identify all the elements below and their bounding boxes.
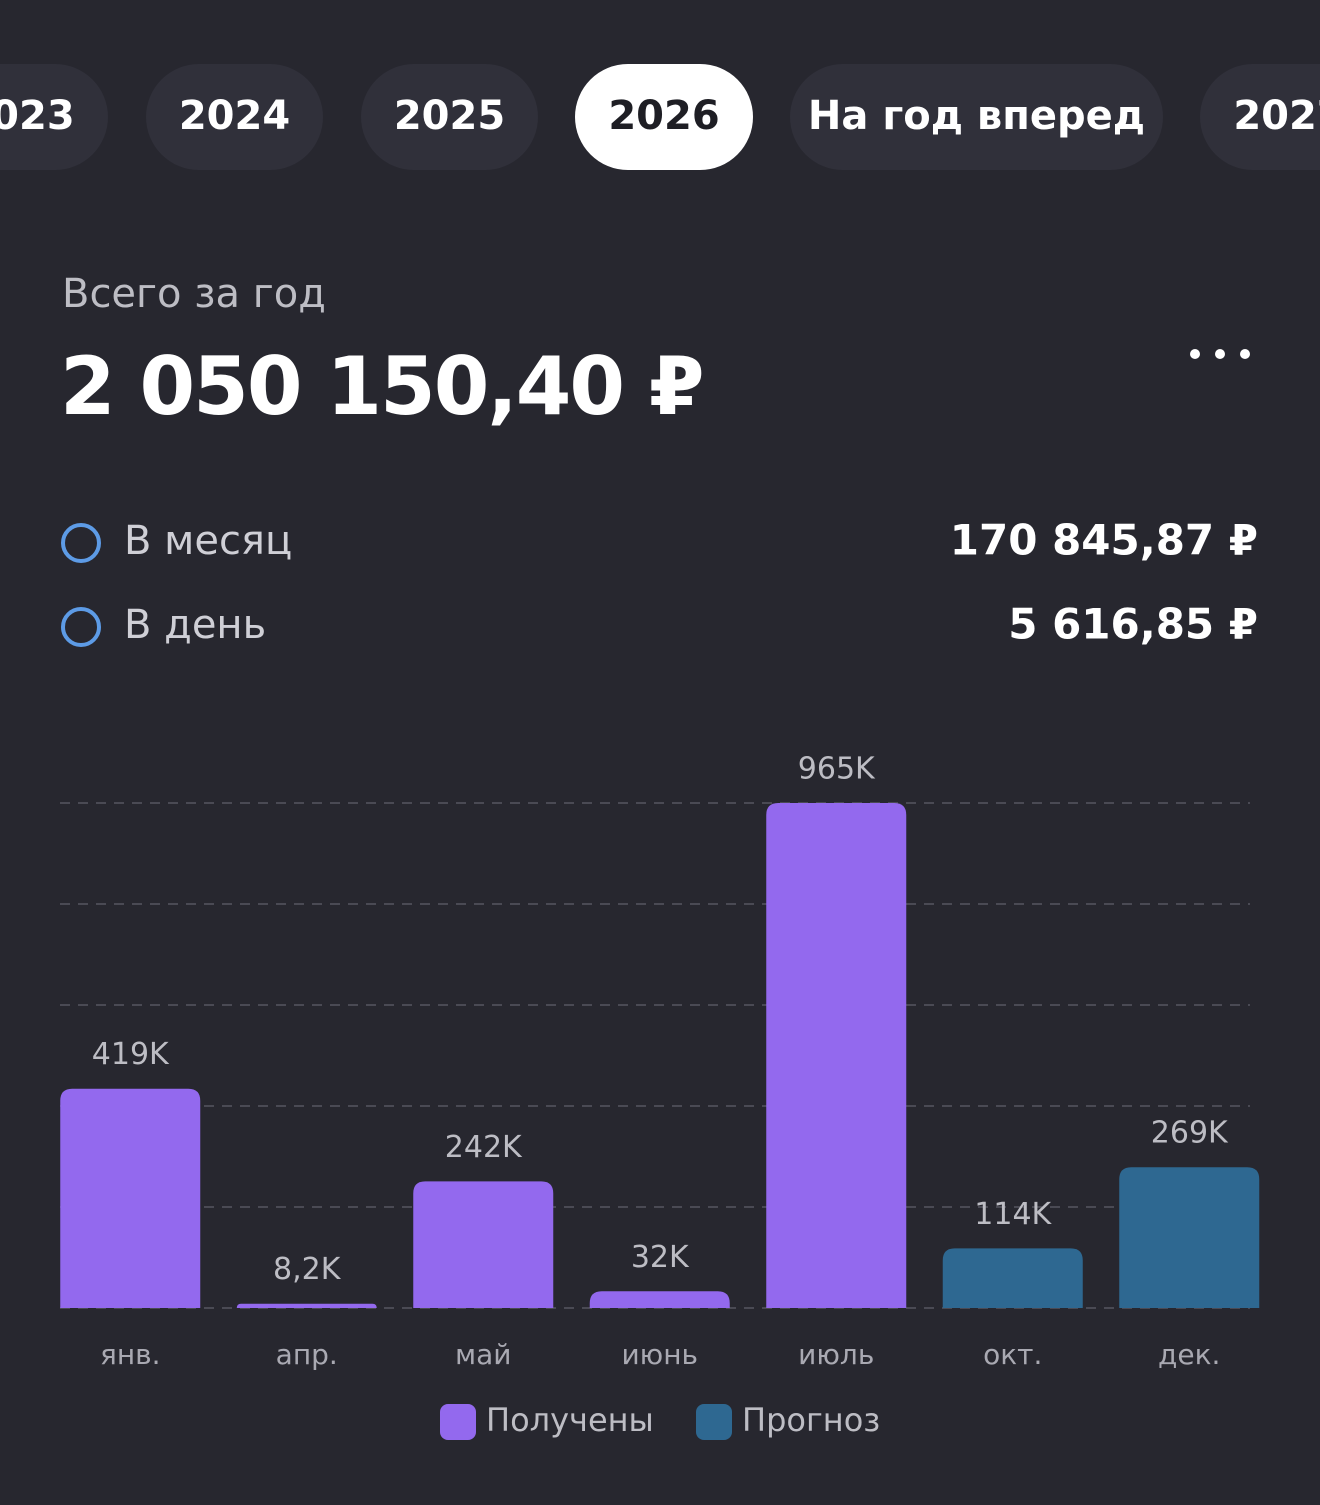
x-tick-label: июль — [798, 1338, 874, 1371]
legend-swatch — [696, 1404, 732, 1440]
tab[interactable]: 2023 — [0, 64, 108, 170]
tab-label: 2024 — [179, 93, 290, 139]
value-label: 419K — [92, 1037, 170, 1072]
bar — [942, 1248, 1083, 1308]
tab-pill — [575, 64, 753, 170]
bar — [60, 1088, 201, 1308]
chart: янв. 419K апр. 8,2K май 242K июнь 32K июль 965K ок… — [60, 752, 1260, 1440]
radio[interactable] — [61, 523, 101, 563]
summary-total: 2 050 150,40 ₽ — [60, 340, 703, 433]
value-label: 269K — [1151, 1116, 1229, 1151]
tab-pill — [1200, 64, 1320, 170]
tab-pill — [361, 64, 538, 170]
legend-label: Прогноз — [742, 1401, 880, 1439]
dot — [1215, 349, 1225, 359]
tab-bar: 2023 2024 2025 2026 На год вперед 2027 — [0, 64, 1320, 170]
bar — [413, 1181, 554, 1308]
legend-swatch — [440, 1404, 476, 1440]
tab[interactable]: 2027 — [1200, 64, 1320, 170]
tab[interactable]: На год вперед — [790, 64, 1163, 170]
bar — [589, 1291, 730, 1308]
value-label: 242K — [445, 1130, 523, 1165]
legend-label: Получены — [486, 1401, 654, 1439]
x-tick-label: июнь — [621, 1338, 698, 1371]
tab-pill — [0, 64, 108, 170]
x-tick-label: янв. — [100, 1338, 161, 1371]
rate-value: 170 845,87 ₽ — [950, 516, 1258, 565]
value-label: 114K — [974, 1197, 1052, 1232]
x-tick-label: май — [455, 1338, 511, 1371]
value-label: 965K — [798, 752, 876, 787]
tab[interactable]: 2025 — [361, 64, 538, 170]
x-tick-label: окт. — [983, 1338, 1042, 1371]
bar — [1119, 1167, 1260, 1308]
x-tick-label: апр. — [276, 1338, 338, 1371]
summary-label: Всего за год — [62, 271, 326, 317]
tab-pill — [790, 64, 1163, 170]
rate-value: 5 616,85 ₽ — [1008, 600, 1258, 649]
x-tick-label: дек. — [1158, 1338, 1220, 1371]
legend-item: Прогноз — [696, 1401, 880, 1440]
value-label: 32K — [631, 1240, 690, 1275]
value-label: 8,2K — [273, 1252, 342, 1287]
dot — [1240, 349, 1250, 359]
rates: В месяц 170 845,87 ₽ В день 5 616,85 ₽ — [61, 516, 1258, 649]
dot — [1190, 349, 1200, 359]
legend-item: Получены — [440, 1401, 654, 1440]
tab-label: 2023 — [0, 93, 75, 139]
tab-label: На год вперед — [808, 93, 1145, 139]
tab-label: 2027 — [1233, 93, 1320, 139]
more-button[interactable] — [1190, 349, 1250, 359]
bar — [236, 1303, 377, 1308]
rate-label: В месяц — [124, 518, 292, 564]
bar — [766, 803, 907, 1308]
tab-label: 2025 — [394, 93, 505, 139]
tab[interactable]: 2024 — [146, 64, 323, 170]
radio[interactable] — [61, 607, 101, 647]
tab-label: 2026 — [608, 93, 719, 139]
tab-pill — [146, 64, 323, 170]
tab[interactable]: 2026 — [575, 64, 753, 170]
rate-label: В день — [124, 602, 266, 648]
